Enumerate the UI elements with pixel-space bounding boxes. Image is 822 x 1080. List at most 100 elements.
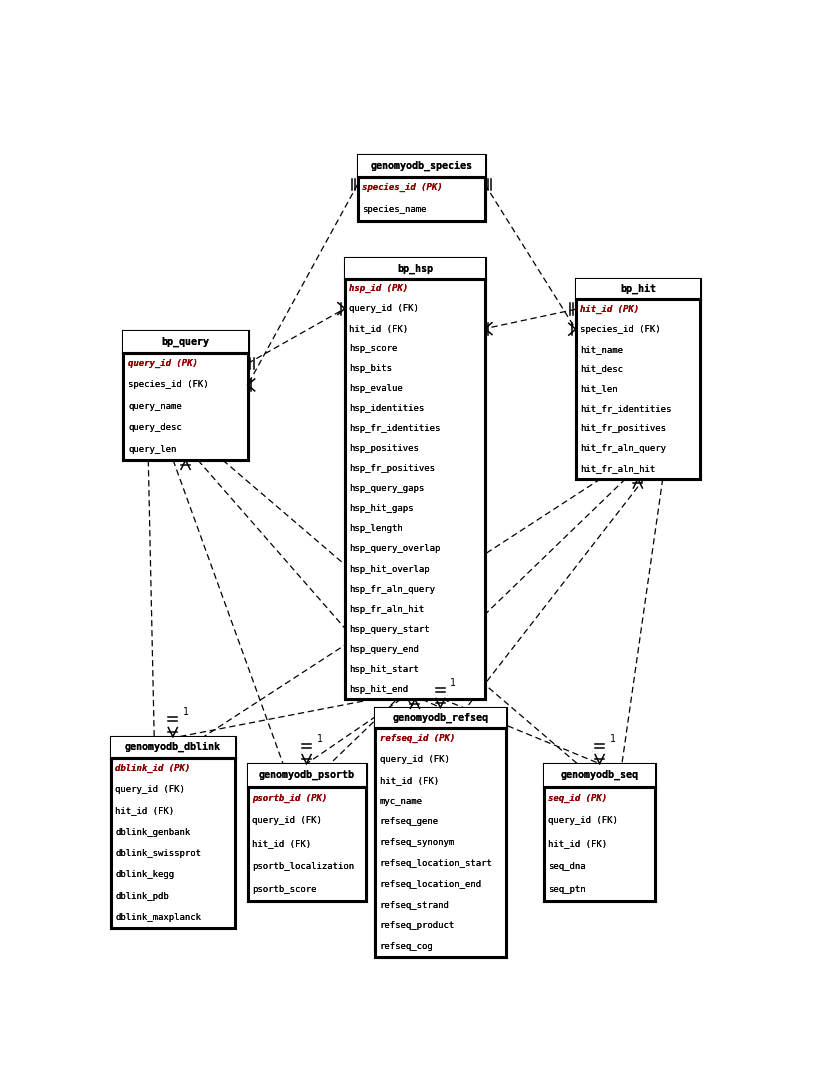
Text: genomyodb_species: genomyodb_species (370, 161, 473, 171)
Text: hsp_fr_identities: hsp_fr_identities (349, 424, 441, 433)
Text: hsp_query_start: hsp_query_start (349, 624, 430, 634)
Bar (345, 258, 485, 279)
Text: hsp_hit_overlap: hsp_hit_overlap (349, 565, 430, 573)
Text: psortb_id (PK): psortb_id (PK) (252, 794, 327, 802)
Text: hit_fr_identities: hit_fr_identities (580, 405, 672, 414)
Text: hit_id (FK): hit_id (FK) (349, 324, 409, 333)
Text: query_len: query_len (128, 445, 176, 454)
Text: hit_id (FK): hit_id (FK) (548, 839, 607, 848)
Text: psortb_score: psortb_score (252, 885, 316, 894)
Text: query_desc: query_desc (128, 423, 182, 432)
Text: dblink_genbank: dblink_genbank (115, 827, 191, 837)
Bar (111, 737, 235, 758)
Text: dblink_genbank: dblink_genbank (115, 827, 191, 837)
Text: species_id (FK): species_id (FK) (580, 325, 661, 334)
Text: hit_id (FK): hit_id (FK) (115, 807, 174, 815)
Text: dblink_id (PK): dblink_id (PK) (115, 764, 191, 773)
Bar (575, 280, 700, 299)
Text: refseq_synonym: refseq_synonym (380, 838, 455, 847)
Text: query_id (FK): query_id (FK) (349, 305, 419, 313)
Text: species_name: species_name (362, 205, 427, 215)
Text: hit_id (FK): hit_id (FK) (548, 839, 607, 848)
Text: query_id (FK): query_id (FK) (380, 755, 450, 764)
Text: hsp_query_end: hsp_query_end (349, 645, 419, 653)
Text: query_id (FK): query_id (FK) (548, 816, 618, 825)
Text: hit_fr_aln_query: hit_fr_aln_query (580, 445, 666, 454)
Text: hsp_hit_end: hsp_hit_end (349, 685, 409, 693)
Text: refseq_gene: refseq_gene (380, 818, 439, 826)
Bar (375, 707, 506, 957)
Text: hit_id (FK): hit_id (FK) (115, 807, 174, 815)
Text: species_name: species_name (362, 205, 427, 215)
Text: hit_id (FK): hit_id (FK) (380, 775, 439, 785)
Text: species_id (PK): species_id (PK) (362, 184, 443, 192)
Text: hsp_score: hsp_score (349, 345, 398, 353)
Text: hit_desc: hit_desc (580, 365, 623, 374)
Text: query_id (FK): query_id (FK) (380, 755, 450, 764)
Text: species_id (PK): species_id (PK) (362, 184, 443, 192)
Text: genomyodb_species: genomyodb_species (370, 161, 473, 171)
Text: query_name: query_name (128, 402, 182, 411)
Text: genomyodb_seq: genomyodb_seq (561, 770, 639, 780)
Text: hit_id (FK): hit_id (FK) (252, 839, 312, 848)
Text: hsp_id (PK): hsp_id (PK) (349, 284, 409, 293)
Text: hit_len: hit_len (580, 384, 618, 393)
Text: genomyodb_psortb: genomyodb_psortb (259, 770, 354, 780)
Bar (358, 154, 485, 177)
Text: hsp_fr_aln_query: hsp_fr_aln_query (349, 584, 436, 594)
Text: hit_fr_aln_query: hit_fr_aln_query (580, 445, 666, 454)
Text: 1: 1 (316, 734, 322, 744)
Text: hsp_query_gaps: hsp_query_gaps (349, 485, 424, 494)
Text: hsp_evalue: hsp_evalue (349, 384, 403, 393)
Text: hsp_hit_overlap: hsp_hit_overlap (349, 565, 430, 573)
Bar (247, 764, 366, 786)
Text: myc_name: myc_name (380, 797, 423, 806)
Bar (123, 332, 247, 460)
Text: hsp_query_overlap: hsp_query_overlap (349, 544, 441, 553)
Bar (544, 764, 655, 786)
Text: query_len: query_len (128, 445, 176, 454)
Text: hsp_score: hsp_score (349, 345, 398, 353)
Text: refseq_strand: refseq_strand (380, 901, 450, 909)
Text: genomyodb_psortb: genomyodb_psortb (259, 770, 354, 780)
Text: hit_fr_positives: hit_fr_positives (580, 424, 666, 433)
Text: dblink_id (PK): dblink_id (PK) (115, 764, 191, 773)
Text: hsp_bits: hsp_bits (349, 364, 392, 374)
Bar (345, 258, 485, 699)
Text: genomyodb_refseq: genomyodb_refseq (392, 713, 488, 724)
Bar (247, 764, 366, 786)
Text: hit_id (FK): hit_id (FK) (252, 839, 312, 848)
Text: refseq_location_end: refseq_location_end (380, 880, 482, 889)
Bar (375, 707, 506, 957)
Text: psortb_score: psortb_score (252, 885, 316, 894)
Text: refseq_id (PK): refseq_id (PK) (380, 734, 455, 743)
Bar (544, 764, 655, 901)
Text: bp_hit: bp_hit (620, 284, 656, 295)
Text: refseq_product: refseq_product (380, 921, 455, 930)
Bar (247, 764, 366, 901)
Text: hsp_hit_gaps: hsp_hit_gaps (349, 504, 413, 513)
Text: hsp_length: hsp_length (349, 525, 403, 534)
Text: genomyodb_refseq: genomyodb_refseq (392, 713, 488, 724)
Text: genomyodb_seq: genomyodb_seq (561, 770, 639, 780)
Text: hsp_fr_positives: hsp_fr_positives (349, 464, 436, 473)
Text: species_id (FK): species_id (FK) (580, 325, 661, 334)
Text: refseq_synonym: refseq_synonym (380, 838, 455, 847)
Text: bp_query: bp_query (162, 337, 210, 347)
Text: refseq_product: refseq_product (380, 921, 455, 930)
Text: hit_id (FK): hit_id (FK) (380, 775, 439, 785)
Text: dblink_pdb: dblink_pdb (115, 892, 169, 901)
Text: hsp_query_overlap: hsp_query_overlap (349, 544, 441, 553)
Text: query_id (FK): query_id (FK) (115, 785, 185, 794)
Text: bp_query: bp_query (162, 337, 210, 347)
Text: refseq_location_end: refseq_location_end (380, 880, 482, 889)
Bar (544, 764, 655, 786)
Text: genomyodb_dblink: genomyodb_dblink (125, 742, 221, 753)
Text: 1: 1 (450, 678, 456, 688)
Text: query_id (FK): query_id (FK) (252, 816, 322, 825)
Text: refseq_id (PK): refseq_id (PK) (380, 734, 455, 743)
Text: hsp_query_gaps: hsp_query_gaps (349, 485, 424, 494)
Text: hsp_fr_identities: hsp_fr_identities (349, 424, 441, 433)
Text: hit_fr_aln_hit: hit_fr_aln_hit (580, 464, 655, 473)
Text: refseq_cog: refseq_cog (380, 942, 433, 951)
